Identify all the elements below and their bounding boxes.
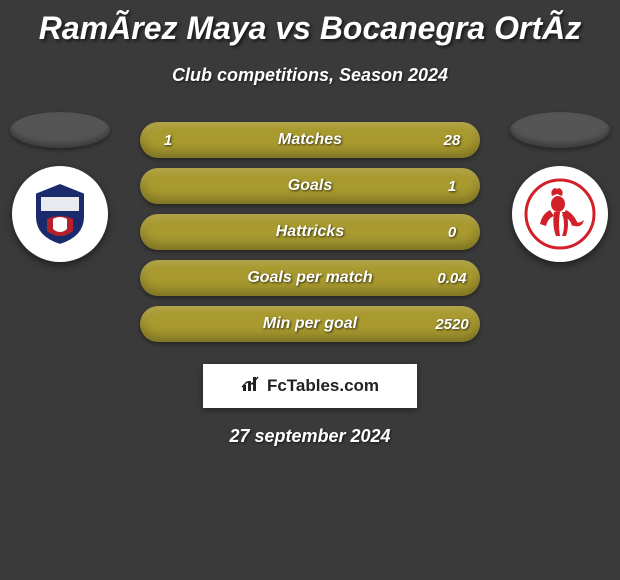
- comparison-area: 1 Matches 28 Goals 1 Hattricks 0 Goals p…: [0, 122, 620, 447]
- stat-row-min-per-goal: Min per goal 2520: [140, 306, 480, 342]
- right-player-pill: [510, 112, 610, 148]
- brand-label: FcTables.com: [267, 376, 379, 396]
- subtitle: Club competitions, Season 2024: [0, 65, 620, 86]
- right-player-column: [510, 112, 610, 312]
- stat-left-value: 1: [140, 132, 196, 149]
- stat-right-value: 28: [424, 132, 480, 149]
- stat-row-goals-per-match: Goals per match 0.04: [140, 260, 480, 296]
- stat-right-value: 0.04: [424, 270, 480, 287]
- left-player-pill: [10, 112, 110, 148]
- america-badge-icon: [522, 176, 598, 252]
- stat-right-value: 0: [424, 224, 480, 241]
- right-club-badge: [512, 166, 608, 262]
- stat-row-matches: 1 Matches 28: [140, 122, 480, 158]
- stat-right-value: 1: [424, 178, 480, 195]
- stat-row-hattricks: Hattricks 0: [140, 214, 480, 250]
- stat-label: Min per goal: [196, 315, 424, 333]
- stat-right-value: 2520: [424, 316, 480, 333]
- date-label: 27 september 2024: [0, 426, 620, 447]
- stats-column: 1 Matches 28 Goals 1 Hattricks 0 Goals p…: [140, 122, 480, 342]
- brand-attribution[interactable]: FcTables.com: [203, 364, 417, 408]
- left-club-badge: [12, 166, 108, 262]
- fortaleza-badge-icon: [25, 179, 95, 249]
- page-title: RamÃ­rez Maya vs Bocanegra OrtÃ­z: [0, 0, 620, 47]
- stat-label: Matches: [196, 131, 424, 149]
- chart-icon: [241, 375, 261, 398]
- stat-label: Hattricks: [196, 223, 424, 241]
- stat-label: Goals: [196, 177, 424, 195]
- stat-row-goals: Goals 1: [140, 168, 480, 204]
- left-player-column: [10, 112, 110, 312]
- stat-label: Goals per match: [196, 269, 424, 287]
